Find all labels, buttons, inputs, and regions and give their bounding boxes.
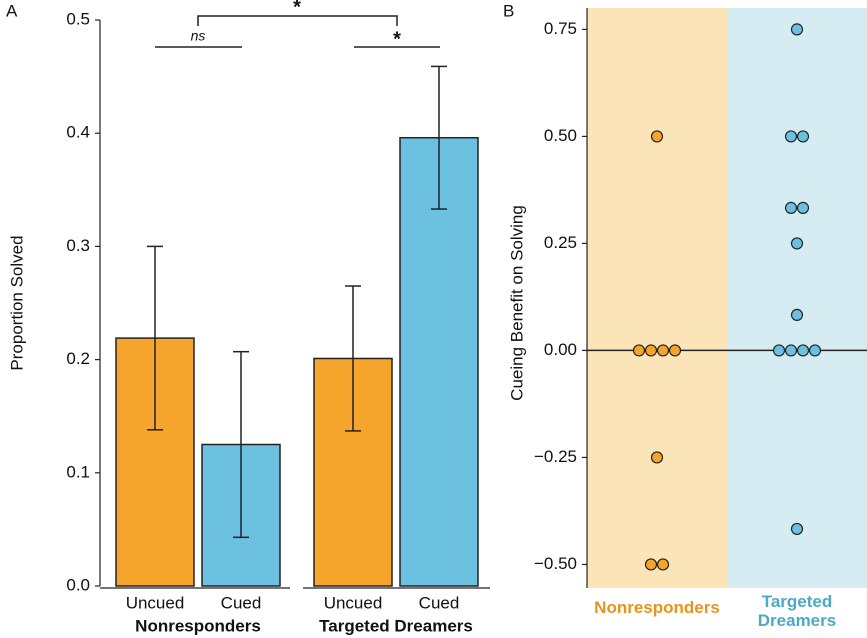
x-tick-label: Cued xyxy=(221,593,262,612)
point xyxy=(784,130,798,143)
point xyxy=(772,344,786,357)
annotation: * xyxy=(393,28,401,50)
panel-letter: A xyxy=(6,1,18,20)
point xyxy=(790,522,804,536)
point xyxy=(796,201,810,214)
y-tick-label: −0.25 xyxy=(534,447,577,466)
y-tick-label: 0.50 xyxy=(544,126,577,145)
point xyxy=(656,344,670,357)
y-tick-label: 0.2 xyxy=(66,349,90,368)
category-background xyxy=(587,8,727,588)
y-tick-label: 0.00 xyxy=(544,340,577,359)
y-tick-label: 0.75 xyxy=(544,19,577,38)
category-background xyxy=(727,8,867,588)
point xyxy=(784,344,798,357)
x-tick-label: Uncued xyxy=(126,593,185,612)
y-tick-label: −0.50 xyxy=(534,554,577,573)
point xyxy=(650,130,664,143)
x-tick-label: Cued xyxy=(419,593,460,612)
point xyxy=(790,237,804,250)
bracket xyxy=(197,15,398,26)
annotation: * xyxy=(293,0,301,18)
x-tick-label: Targeted Dreamers xyxy=(757,592,837,630)
y-axis-title: Cueing Benefit on Solving xyxy=(507,205,526,401)
point xyxy=(644,344,658,357)
point xyxy=(656,558,670,571)
point xyxy=(668,344,682,357)
point xyxy=(790,23,804,36)
x-tick-label: Nonresponders xyxy=(594,598,720,617)
y-tick-label: 0.1 xyxy=(66,462,90,481)
group-label: Nonresponders xyxy=(135,616,261,635)
y-axis-title: Proportion Solved xyxy=(7,235,26,370)
point xyxy=(808,344,822,357)
y-tick-label: 0.0 xyxy=(66,575,90,594)
group-label: Targeted Dreamers xyxy=(319,616,473,635)
point xyxy=(784,201,798,214)
y-tick-label: 0.5 xyxy=(66,9,90,28)
point xyxy=(796,130,810,143)
y-tick-label: 0.4 xyxy=(66,123,90,142)
bar xyxy=(399,136,479,587)
annotation: ns xyxy=(191,28,206,44)
point xyxy=(644,558,658,571)
y-tick-label: 0.3 xyxy=(66,236,90,255)
y-tick-label: 0.25 xyxy=(544,233,577,252)
point xyxy=(796,344,810,357)
x-tick-label: Uncued xyxy=(324,593,383,612)
point xyxy=(632,344,646,357)
panel-letter: B xyxy=(503,1,514,20)
point xyxy=(790,308,804,322)
point xyxy=(650,451,664,464)
